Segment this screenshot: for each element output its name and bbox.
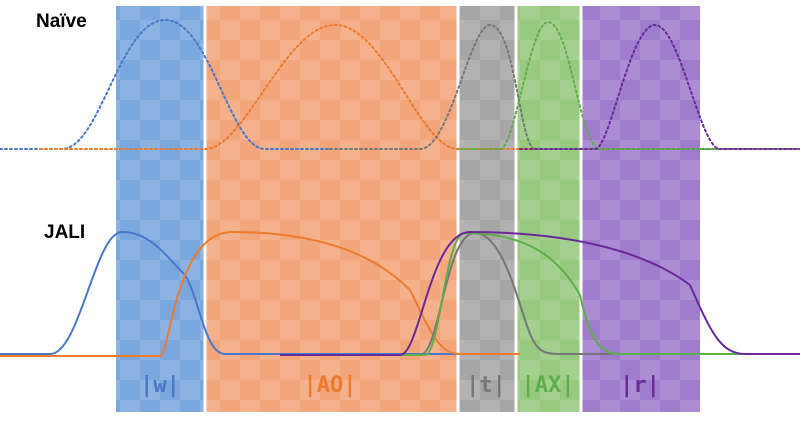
jali-curve-w [0,231,460,355]
phoneme-labels: |w| |AO| |t| |AX| |r| [140,373,660,398]
jali-curves [0,231,800,357]
naive-curve-ao [39,23,541,150]
naive-curve-r [519,23,800,150]
phoneme-label-w: |w| [140,373,180,398]
jali-curve-r [280,231,800,356]
band-t-texture [458,6,516,412]
phoneme-bands [116,6,700,412]
band-r-texture [581,6,700,412]
naive-curves [0,18,800,150]
phoneme-label-ao: |AO| [304,373,357,398]
jali-label: JALI [44,222,86,243]
naive-curve-w [0,18,331,150]
naive-label: Naïve [36,11,87,32]
phoneme-label-ax: |AX| [522,373,575,398]
naive-curve-t [329,23,800,150]
phoneme-label-t: |t| [466,373,506,398]
band-ao-texture [205,6,458,412]
phoneme-label-r: |r| [620,373,660,398]
naive-curve-ax [459,20,800,150]
jali-curve-ax [280,232,800,356]
band-w-texture [116,6,205,412]
jali-curve-ao [0,231,520,357]
band-ax-texture [516,6,581,412]
